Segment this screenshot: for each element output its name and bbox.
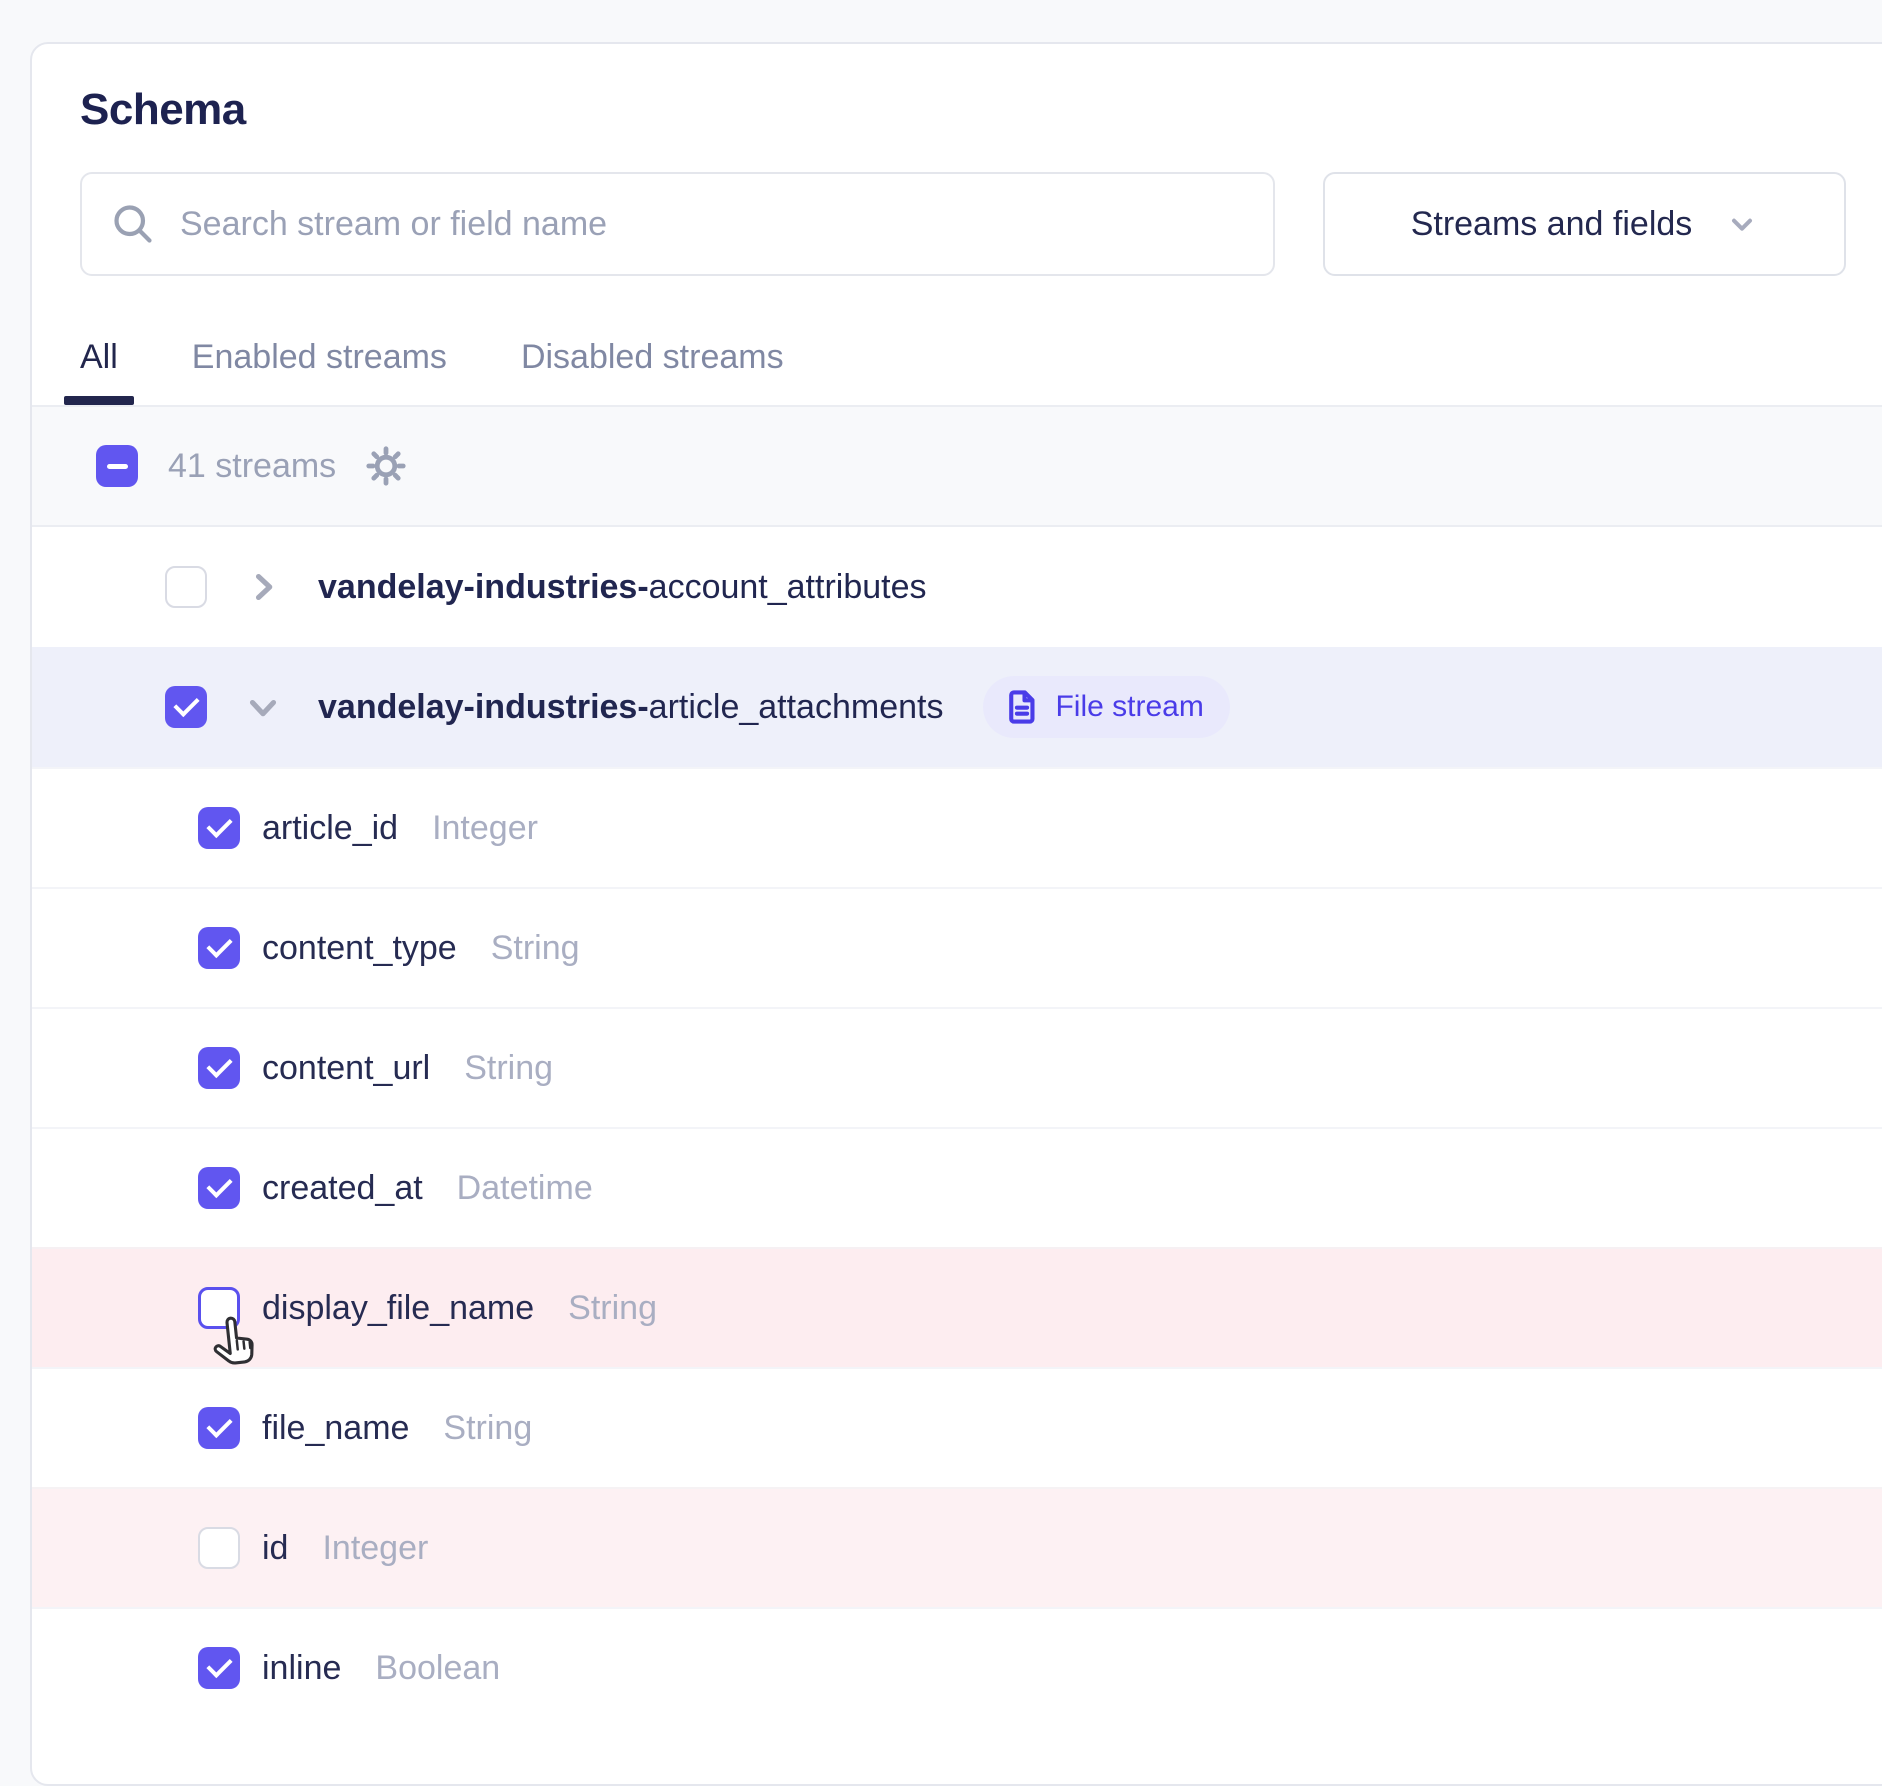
- field-checkbox[interactable]: [198, 807, 240, 849]
- tab-all[interactable]: All: [64, 338, 134, 405]
- search-box[interactable]: [80, 172, 1275, 276]
- field-row-created_at[interactable]: created_at Datetime: [32, 1127, 1882, 1247]
- tab-enabled-streams[interactable]: Enabled streams: [191, 338, 447, 376]
- stream-name: vandelay-industries-article_attachments: [318, 687, 944, 726]
- field-row-file_name[interactable]: file_name String: [32, 1367, 1882, 1487]
- stream-name: vandelay-industries-account_attributes: [318, 567, 927, 606]
- field-type: Datetime: [456, 1168, 593, 1207]
- chevron-down-icon: [1726, 208, 1758, 240]
- field-name: content_type: [262, 928, 457, 967]
- field-name: article_id: [262, 808, 399, 847]
- field-checkbox[interactable]: [198, 1167, 240, 1209]
- streams-list-header: 41 streams: [32, 405, 1882, 527]
- view-mode-dropdown[interactable]: Streams and fields: [1323, 172, 1846, 276]
- field-type: String: [464, 1048, 554, 1087]
- select-all-checkbox[interactable]: [96, 445, 138, 487]
- field-row-display_file_name[interactable]: display_file_name String: [32, 1247, 1882, 1367]
- schema-panel: Schema Streams and fields: [30, 42, 1882, 1786]
- controls-row: Streams and fields: [80, 172, 1882, 276]
- field-row-article_id[interactable]: article_id Integer: [32, 767, 1882, 887]
- field-type: Integer: [432, 808, 538, 847]
- field-type: String: [490, 928, 580, 967]
- field-row-content_url[interactable]: content_url String: [32, 1007, 1882, 1127]
- search-icon: [110, 201, 156, 247]
- field-type: Integer: [322, 1528, 429, 1567]
- file-icon: [1003, 688, 1041, 726]
- field-row-id[interactable]: id Integer: [32, 1487, 1882, 1607]
- field-checkbox[interactable]: [198, 1527, 240, 1569]
- field-type: String: [568, 1288, 657, 1327]
- streams-count: 41 streams: [168, 446, 337, 485]
- field-row-inline[interactable]: inline Boolean: [32, 1607, 1882, 1727]
- field-type: Boolean: [375, 1648, 501, 1687]
- stream-checkbox[interactable]: [165, 566, 207, 608]
- page-title: Schema: [80, 85, 246, 134]
- dropdown-value: Streams and fields: [1410, 204, 1693, 243]
- gear-icon[interactable]: [362, 442, 410, 490]
- badge-label: File stream: [1055, 690, 1204, 723]
- field-row-content_type[interactable]: content_type String: [32, 887, 1882, 1007]
- panel-header: Schema Streams and fields: [32, 44, 1882, 405]
- chevron-right-icon[interactable]: [245, 569, 281, 605]
- stream-row-article_attachments[interactable]: vandelay-industries-article_attachments …: [32, 647, 1882, 767]
- search-input[interactable]: [178, 203, 1245, 245]
- field-name: content_url: [262, 1048, 431, 1087]
- field-checkbox[interactable]: [198, 1407, 240, 1449]
- stream-checkbox[interactable]: [165, 686, 207, 728]
- field-name: inline: [262, 1648, 342, 1687]
- field-name: display_file_name: [262, 1288, 535, 1327]
- field-checkbox[interactable]: [198, 1647, 240, 1689]
- field-name: id: [262, 1528, 289, 1567]
- file-stream-badge: File stream: [983, 676, 1230, 738]
- field-checkbox[interactable]: [198, 927, 240, 969]
- field-name: file_name: [262, 1408, 410, 1447]
- field-checkbox[interactable]: [198, 1047, 240, 1089]
- stream-filter-tabs: All Enabled streams Disabled streams: [64, 338, 1882, 405]
- streams-list: 41 streams vandelay-industries-account_a…: [32, 405, 1882, 1727]
- stream-row-account_attributes[interactable]: vandelay-industries-account_attributes: [32, 527, 1882, 647]
- chevron-down-icon[interactable]: [245, 689, 281, 725]
- field-checkbox[interactable]: [198, 1287, 240, 1329]
- field-name: created_at: [262, 1168, 423, 1207]
- field-type: String: [443, 1408, 533, 1447]
- tab-disabled-streams[interactable]: Disabled streams: [520, 338, 784, 376]
